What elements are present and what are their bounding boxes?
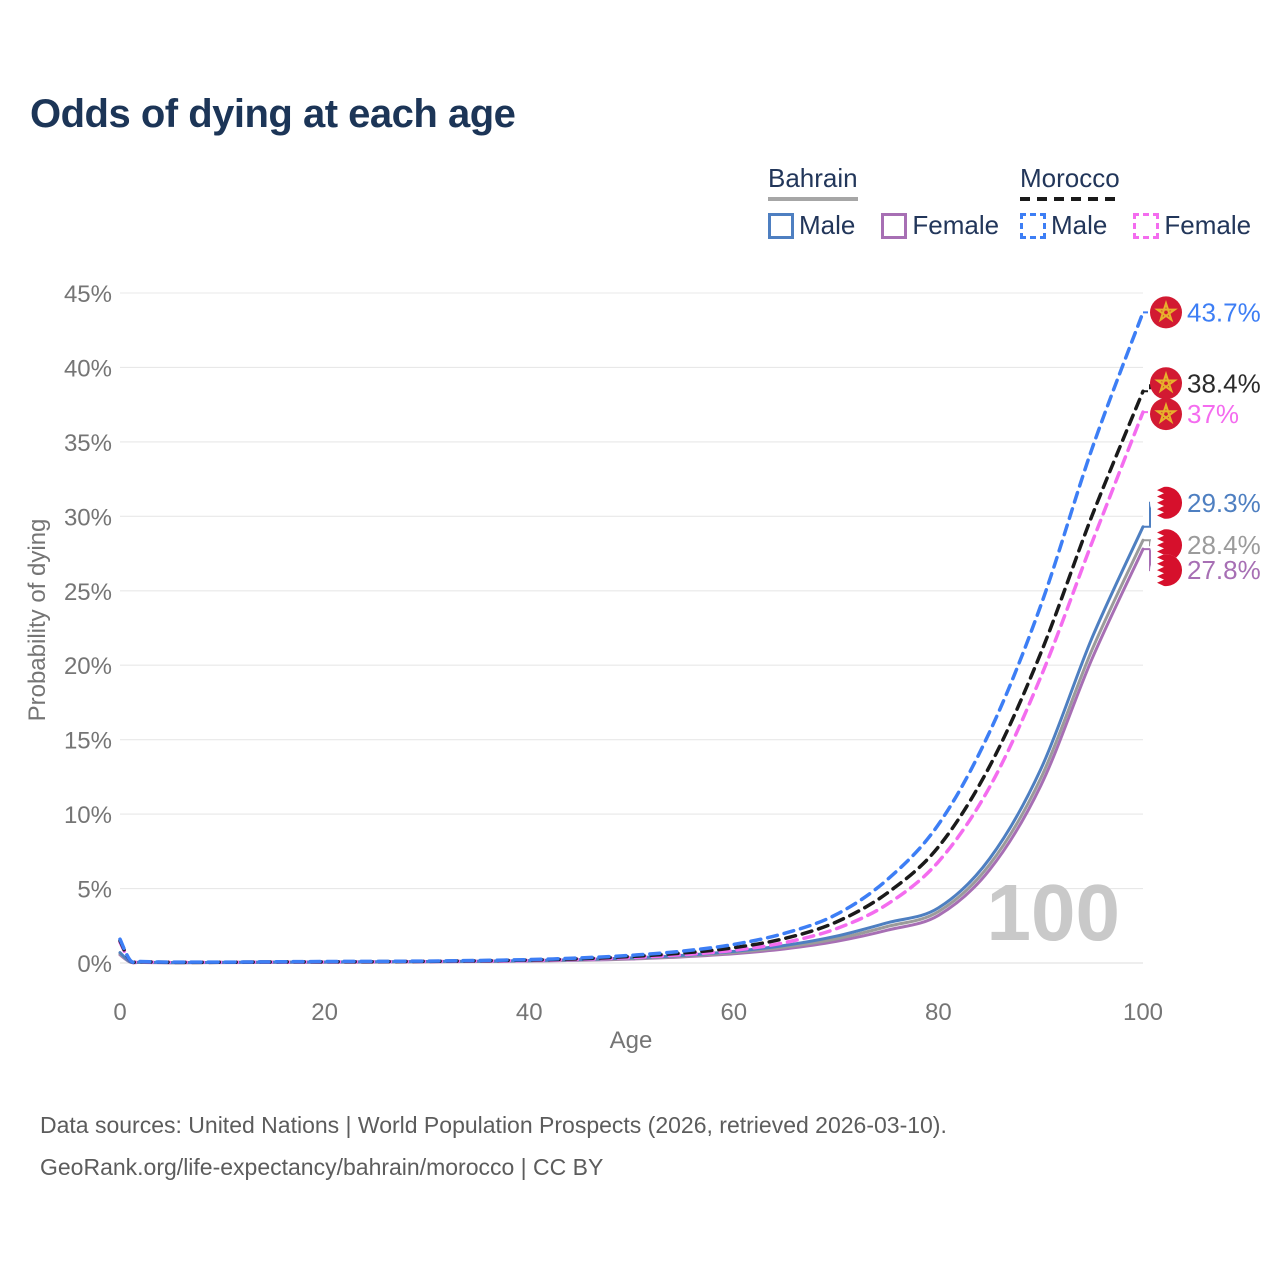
y-axis-tick-labels: 0% 5% 10% 15% 20% 25% 30% 35% 40% 45% — [64, 281, 112, 978]
legend-swatch-bahrain-female[interactable] — [881, 212, 908, 239]
y-tick-40pct: 40% — [64, 355, 112, 382]
footer-data-sources: Data sources: United Nations | World Pop… — [40, 1112, 947, 1138]
legend-item-morocco-female[interactable]: Female — [1133, 210, 1251, 241]
y-tick-10pct: 10% — [64, 802, 112, 829]
morocco-flag-icon — [1148, 397, 1184, 432]
end-value-labels: 43.7% 38.4% 37% 29.3% 28.4% 27.8% — [1187, 297, 1261, 585]
age-frame-watermark: 100 — [987, 868, 1120, 957]
x-tick-0: 0 — [113, 999, 126, 1026]
label-leader-lines — [1143, 311, 1156, 572]
legend-country-morocco[interactable]: Morocco — [1020, 163, 1120, 193]
legend-swatch-bahrain-male[interactable] — [768, 212, 794, 239]
end-label-bahrain-male: 29.3% — [1187, 488, 1261, 518]
legend-item-morocco-male[interactable]: Male — [1020, 210, 1107, 241]
morocco-flag-icon — [1148, 295, 1184, 330]
y-tick-30pct: 30% — [64, 504, 112, 531]
series-line-morocco-male[interactable] — [118, 310, 1145, 964]
x-tick-100: 100 — [1123, 999, 1163, 1026]
y-tick-45pct: 45% — [64, 281, 112, 308]
x-tick-60: 60 — [720, 999, 747, 1026]
legend-label: Female — [912, 210, 1000, 240]
legend-item-bahrain-female[interactable]: Female — [881, 210, 999, 241]
y-tick-20pct: 20% — [64, 653, 112, 680]
end-label-bahrain-female: 27.8% — [1187, 555, 1261, 585]
page-title: Odds of dying at each age — [30, 92, 516, 136]
legend-item-bahrain-male[interactable]: Male — [768, 210, 855, 241]
x-tick-20: 20 — [311, 999, 338, 1026]
legend-label: Male — [1051, 210, 1108, 240]
y-tick-0pct: 0% — [77, 951, 112, 978]
end-label-morocco-male: 43.7% — [1187, 297, 1261, 327]
x-tick-40: 40 — [516, 999, 543, 1026]
y-axis-title: Probability of dying — [24, 519, 51, 722]
x-axis-title: Age — [610, 1027, 653, 1054]
end-label-morocco-female: 37% — [1187, 399, 1239, 429]
end-label-bahrain-both: 28.4% — [1187, 530, 1261, 560]
y-tick-15pct: 15% — [64, 728, 112, 755]
morocco-flag-icon — [1148, 366, 1184, 401]
y-tick-5pct: 5% — [77, 877, 112, 904]
legend-group-morocco: Morocco Male Female — [1020, 163, 1277, 241]
legend-country-bahrain[interactable]: Bahrain — [768, 163, 858, 193]
y-tick-25pct: 25% — [64, 579, 112, 606]
bahrain-flag-icon — [1150, 554, 1183, 587]
flag-icons — [1148, 295, 1184, 587]
legend-underline-morocco — [1020, 197, 1120, 201]
x-tick-80: 80 — [925, 999, 952, 1026]
legend-swatch-morocco-female[interactable] — [1133, 212, 1160, 239]
legend-label: Female — [1164, 210, 1252, 240]
legend-underline-bahrain — [768, 197, 858, 201]
legend-swatch-morocco-male[interactable] — [1020, 212, 1046, 239]
bahrain-flag-icon — [1150, 486, 1183, 519]
legend-group-bahrain: Bahrain Male Female — [768, 163, 1025, 241]
legend-label: Male — [799, 210, 856, 240]
end-label-morocco-both: 38.4% — [1187, 368, 1261, 398]
gridlines — [120, 292, 1143, 964]
footer: Data sources: United Nations | World Pop… — [40, 1104, 947, 1188]
series-lines — [118, 310, 1145, 965]
x-axis-tick-labels: 0 20 40 60 80 100 — [113, 999, 1163, 1026]
footer-attribution: GeoRank.org/life-expectancy/bahrain/moro… — [40, 1154, 604, 1180]
y-tick-35pct: 35% — [64, 430, 112, 457]
